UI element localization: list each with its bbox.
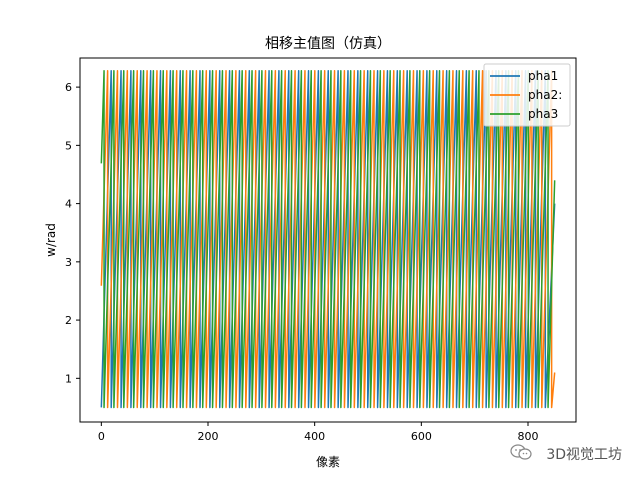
y-tick-label: 2 <box>65 314 72 327</box>
chart-title: 相移主值图（仿真） <box>265 36 391 52</box>
watermark-text: 3D视觉工坊 <box>546 447 622 463</box>
y-ticks: 1 2 3 4 5 6 <box>65 81 80 385</box>
series-line-pha2 <box>100 70 556 409</box>
legend: pha1 pha2: pha3 <box>483 63 571 127</box>
wechat-icon <box>510 444 532 460</box>
legend-label: pha2: <box>528 88 562 102</box>
x-tick-label: 600 <box>411 430 432 443</box>
y-axis-label: w/rad <box>44 223 58 257</box>
x-tick-label: 200 <box>198 430 219 443</box>
x-tick-label: 800 <box>518 430 539 443</box>
y-tick-label: 6 <box>65 81 72 94</box>
series-line-pha3 <box>100 70 556 409</box>
x-tick-label: 0 <box>98 430 105 443</box>
series-line-pha1 <box>100 70 556 409</box>
y-tick-label: 1 <box>65 372 72 385</box>
x-axis-label: 像素 <box>316 455 340 469</box>
legend-label: pha3 <box>528 107 558 121</box>
x-ticks: 0 200 400 600 800 <box>98 422 539 443</box>
y-tick-label: 4 <box>65 198 72 211</box>
y-tick-label: 3 <box>65 256 72 269</box>
axes-frame <box>79 57 577 423</box>
legend-label: pha1 <box>528 69 558 83</box>
x-tick-label: 400 <box>304 430 325 443</box>
series-layer <box>100 70 556 409</box>
y-tick-label: 5 <box>65 139 72 152</box>
